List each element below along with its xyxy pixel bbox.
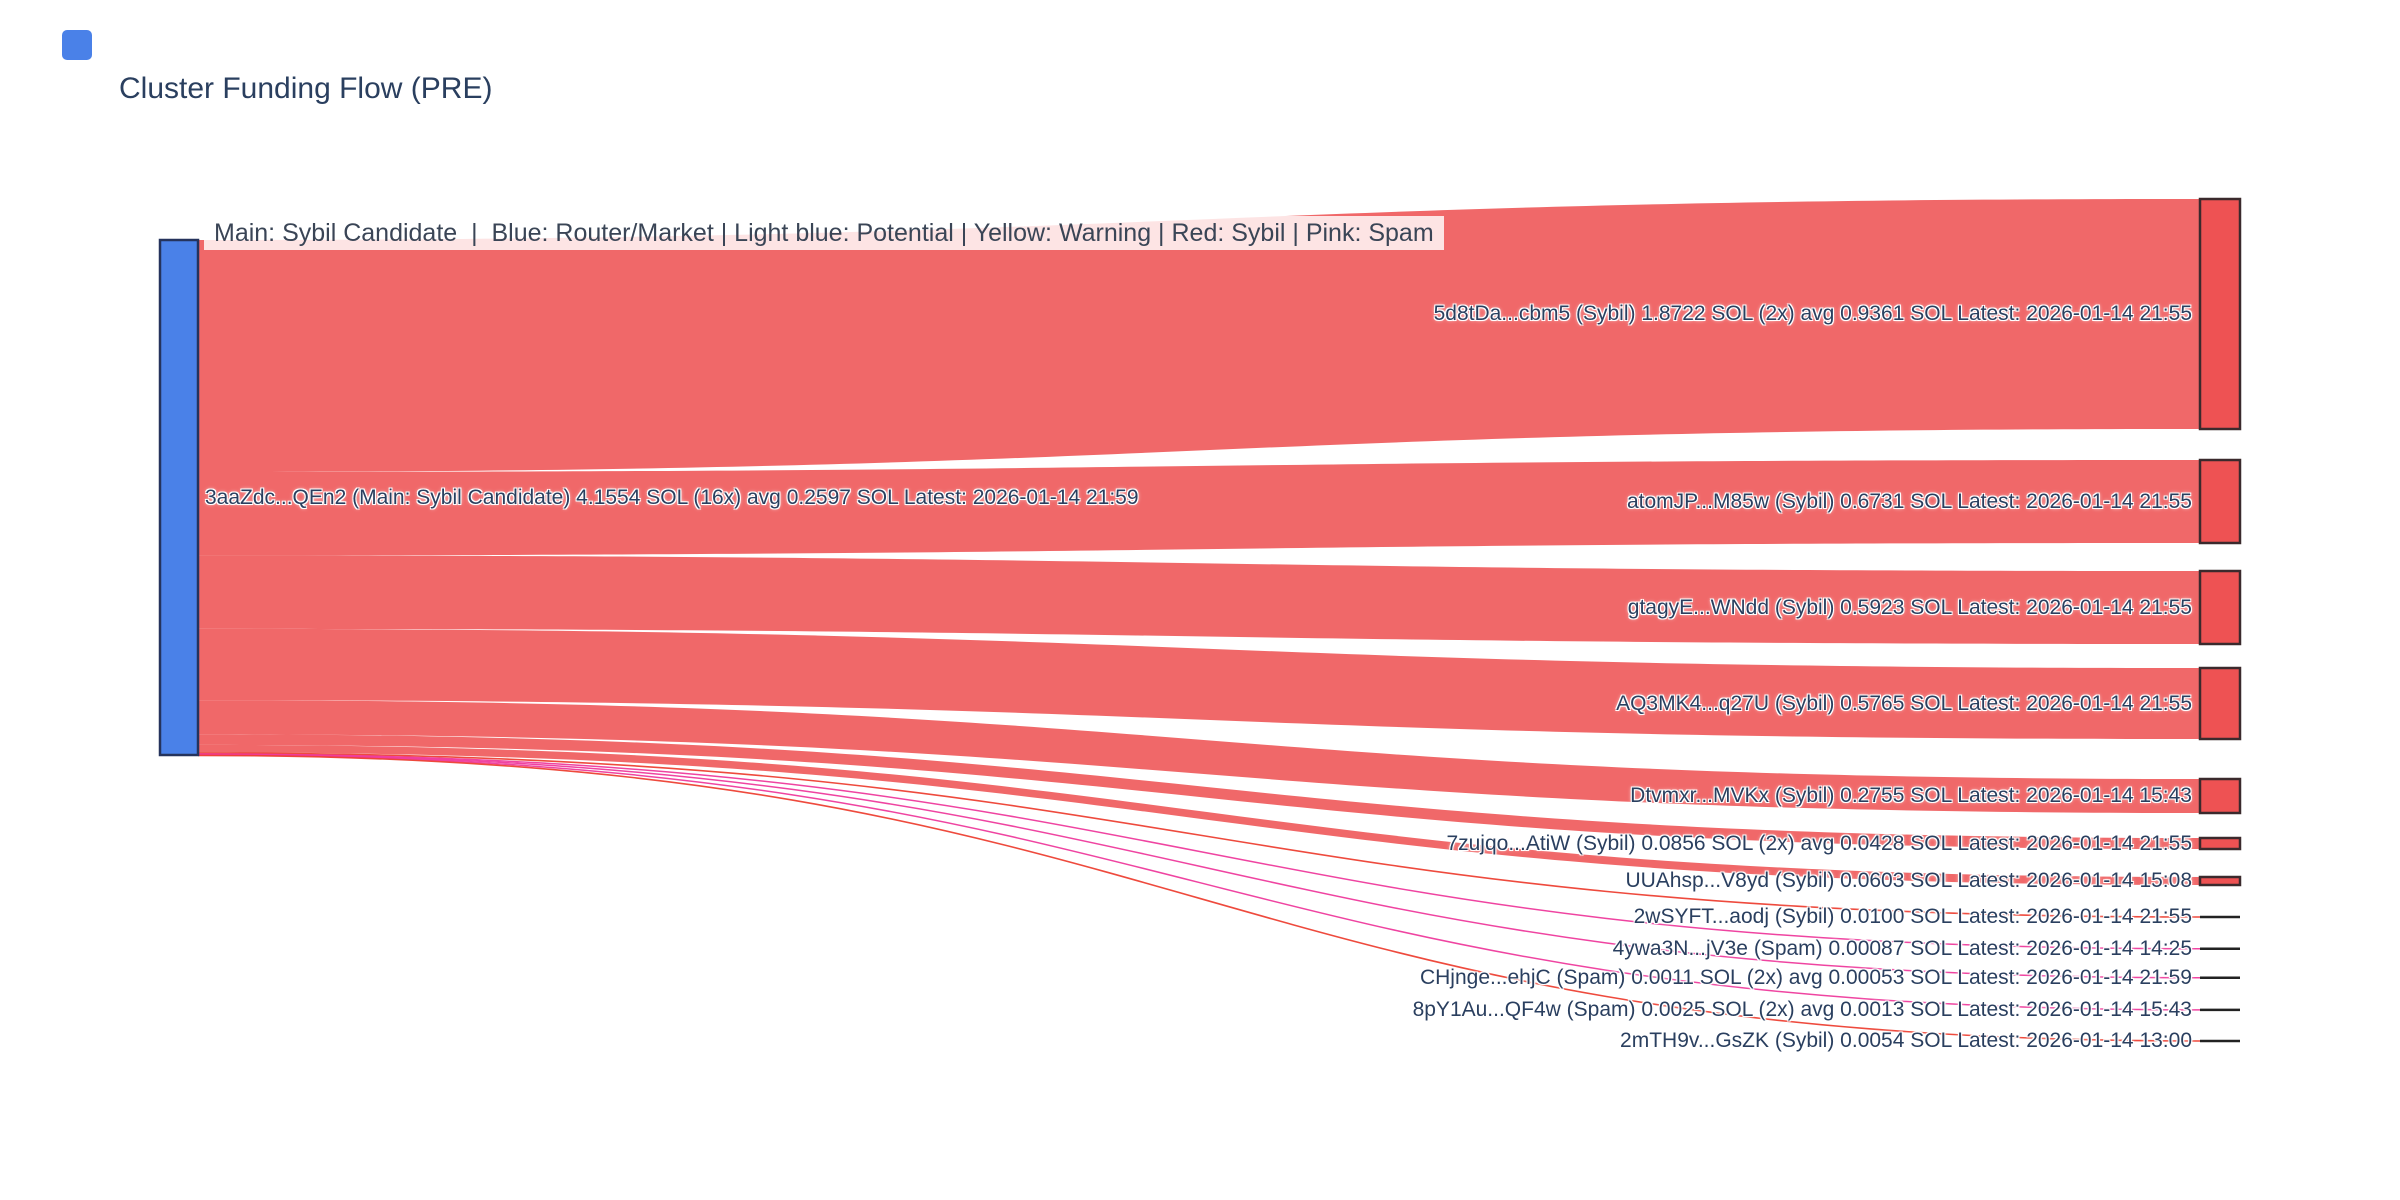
node-label: 7zujqo...AtiW (Sybil) 0.0856 SOL (2x) av…	[1446, 831, 2192, 855]
node-label: Dtvmxr...MVKx (Sybil) 0.2755 SOL Latest:…	[1630, 784, 2192, 807]
sankey-node-AQ3MK4...q27U[interactable]	[2198, 666, 2242, 741]
sankey-link-2wSYFT...aodj[interactable]	[197, 752, 2201, 918]
sankey-node-UUAhsp...V8yd[interactable]	[2198, 875, 2242, 887]
sankey-link-2mTH9v...GsZK[interactable]	[197, 754, 2201, 1042]
node-label: atomJP...M85w (Sybil) 0.6731 SOL Latest:…	[1626, 489, 2192, 513]
sankey-link-Dtvmxr...MVKx[interactable]	[198, 700, 2200, 813]
sankey-node-5d8tDa...cbm5[interactable]	[2198, 197, 2242, 431]
sankey-node-gtagyE...WNdd[interactable]	[2198, 569, 2242, 646]
app-icon	[62, 30, 92, 60]
sankey-link-5d8tDa...cbm5[interactable]	[198, 199, 2200, 472]
sankey-node-Dtvmxr...MVKx[interactable]	[2198, 777, 2242, 815]
sankey-link-atomJP...M85w[interactable]	[198, 460, 2200, 556]
node-label: 4ywa3N...jV3e (Spam) 0.00087 SOL Latest:…	[1612, 936, 2192, 960]
sankey-link-gtagyE...WNdd[interactable]	[198, 555, 2200, 644]
chart-title: Cluster Funding Flow (PRE)	[119, 72, 493, 105]
sankey-link-7zujqo...AtiW[interactable]	[198, 734, 2200, 849]
node-label: gtagyE...WNdd (Sybil) 0.5923 SOL Latest:…	[1627, 595, 2192, 619]
node-label: CHjnge...ehjC (Spam) 0.0011 SOL (2x) avg…	[1419, 965, 2192, 989]
node-label: 2mTH9v...GsZK (Sybil) 0.0054 SOL Latest:…	[1620, 1029, 2192, 1052]
sankey-node-atomJP...M85w[interactable]	[2198, 458, 2242, 545]
sankey-link-8pY1Au...QF4w[interactable]	[197, 754, 2201, 1011]
sankey-link-AQ3MK4...q27U[interactable]	[198, 628, 2200, 739]
node-label: 5d8tDa...cbm5 (Sybil) 1.8722 SOL (2x) av…	[1433, 302, 2192, 325]
sankey-link-CHjnge...ehjC[interactable]	[197, 753, 2201, 979]
sankey-link-UUAhsp...V8yd[interactable]	[198, 744, 2200, 885]
sankey-node-main[interactable]	[158, 238, 200, 757]
node-label: UUAhsp...V8yd (Sybil) 0.0603 SOL Latest:…	[1625, 869, 2192, 892]
sankey-link-4ywa3N...jV3e[interactable]	[197, 753, 2201, 950]
node-label: 8pY1Au...QF4w (Spam) 0.0025 SOL (2x) avg…	[1412, 997, 2192, 1021]
node-label: 2wSYFT...aodj (Sybil) 0.0100 SOL Latest:…	[1633, 905, 2192, 928]
legend-annotation: Main: Sybil Candidate | Blue: Router/Mar…	[204, 216, 1444, 250]
node-label: 3aaZdc...QEn2 (Main: Sybil Candidate) 4.…	[205, 485, 1139, 509]
node-label: AQ3MK4...q27U (Sybil) 0.5765 SOL Latest:…	[1616, 691, 2192, 715]
sankey-node-7zujqo...AtiW[interactable]	[2198, 836, 2242, 851]
